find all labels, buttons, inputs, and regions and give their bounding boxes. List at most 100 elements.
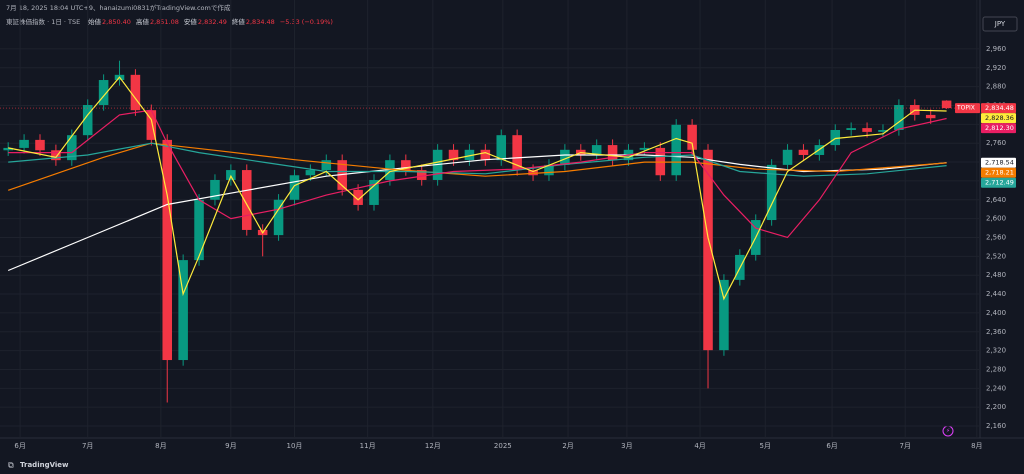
y-tick-label: 2,600 <box>986 215 1006 223</box>
symbol: 東証株価指数 · 1日 · TSE <box>6 17 80 26</box>
price-tag <box>981 157 1016 168</box>
candle-body <box>480 149 491 161</box>
candle-body <box>703 149 713 351</box>
currency: JPY <box>994 20 1006 28</box>
candle-body <box>719 279 729 351</box>
y-tick-label: 2,760 <box>986 139 1006 147</box>
y-tick-label: 2,160 <box>986 422 1006 430</box>
candle-body <box>178 260 188 361</box>
x-tick-label: 4月 <box>694 442 705 450</box>
y-tick-label: 2,920 <box>986 64 1006 72</box>
footer-logo: ⧉ <box>8 461 14 470</box>
ohlc-label: 安値 <box>184 17 198 26</box>
ohlc-label: 終値 <box>232 17 246 26</box>
ohlc-value: 2,832.49 <box>198 18 227 26</box>
x-tick-label: 8月 <box>155 442 166 450</box>
price-tag <box>981 123 1016 134</box>
y-tick-label: 2,320 <box>986 347 1006 355</box>
candle-body <box>241 170 252 230</box>
ohlc-legend: 始値 2,850.40 高値 2,851.08 安値 2,832.49 終値 2,834.48… <box>88 17 333 26</box>
candle-body <box>353 189 363 205</box>
candle-body <box>830 129 841 146</box>
moving-average-line <box>8 76 947 301</box>
candle-body <box>289 175 300 200</box>
candle-body <box>67 135 77 161</box>
price-tag <box>981 113 1016 124</box>
price-tag <box>981 177 1016 188</box>
candle-body <box>401 160 411 171</box>
candle-body <box>305 170 316 176</box>
candle-body <box>194 199 204 261</box>
candle-body <box>130 74 141 111</box>
price-tag <box>981 103 1016 114</box>
x-tick-label: 2月 <box>562 442 573 450</box>
currency-box[interactable] <box>982 16 1018 32</box>
caption: 7月 18, 2025 18:04 UTC+9、hanaizumi0831がTr… <box>6 3 231 12</box>
candle-body <box>528 170 538 176</box>
candle-body <box>591 145 602 155</box>
candle-body <box>878 129 888 132</box>
candle-body <box>894 105 904 130</box>
y-tick-label: 2,280 <box>986 365 1006 373</box>
candle-body <box>35 139 45 151</box>
y-tick-label: 2,960 <box>986 45 1006 53</box>
moving-average-line <box>8 109 947 239</box>
price-tag-label: 2,834.48 <box>985 104 1014 112</box>
candle-body <box>321 160 332 171</box>
footer-brand: TradingView <box>20 461 69 469</box>
candle-body <box>385 160 395 180</box>
price-tag-label: 2,718.21 <box>985 169 1014 177</box>
candle-body <box>19 139 29 148</box>
x-tick-label: 5月 <box>760 442 771 450</box>
candle-body <box>925 114 936 119</box>
candle-body <box>146 110 157 140</box>
ohlc-value: 2,834.48 <box>246 18 275 26</box>
x-tick-label: 12月 <box>425 442 441 450</box>
candle-body <box>862 128 872 132</box>
candle-body <box>448 149 459 161</box>
x-tick-label: 6月 <box>14 442 25 450</box>
y-tick-label: 2,360 <box>986 328 1006 336</box>
candle-body <box>369 179 379 205</box>
candle-body <box>798 149 809 155</box>
price-tag-label: 2,828.36 <box>985 114 1014 122</box>
candle-body <box>846 128 856 130</box>
ohlc-value: 2,850.40 <box>102 18 131 26</box>
candle-body <box>766 164 777 221</box>
change: −5.33 (−0.19%) <box>280 18 333 26</box>
y-tick-label: 2,640 <box>986 196 1006 204</box>
candle-body <box>496 135 507 161</box>
candle-body <box>687 124 697 150</box>
x-tick-label: 10月 <box>287 442 303 450</box>
x-tick-label: 8月 <box>971 442 982 450</box>
x-tick-label: 2025 <box>494 442 512 450</box>
y-tick-label: 2,400 <box>986 309 1006 317</box>
y-tick-label: 2,200 <box>986 403 1006 411</box>
candle-body <box>51 150 61 161</box>
ohlc-label: 高値 <box>136 17 150 26</box>
x-tick-label: 7月 <box>82 442 93 450</box>
price-tag-label: 2,718.54 <box>985 159 1014 167</box>
y-tick-label: 2,480 <box>986 271 1006 279</box>
ohlc-label: 始値 <box>88 17 102 26</box>
x-tick-label: 11月 <box>360 442 376 450</box>
symbol-tag-label: TOPIX <box>956 105 975 112</box>
price-tag-label: 2,812.30 <box>985 124 1014 132</box>
x-tick-label: 3月 <box>621 442 632 450</box>
alert-icon-glyph: ⚡ <box>946 428 950 435</box>
candle-body <box>416 170 427 180</box>
candle-body <box>210 179 220 200</box>
symbol-tag <box>955 103 980 114</box>
candle-body <box>3 147 13 151</box>
moving-average-line <box>8 142 947 177</box>
candle-body <box>671 124 681 176</box>
candle-body <box>560 149 570 165</box>
y-tick-label: 2,520 <box>986 252 1006 260</box>
candle-body <box>941 100 952 109</box>
candle-body <box>464 149 475 161</box>
candle-body <box>639 147 650 150</box>
footer-bar <box>0 455 1024 474</box>
price-tag-label: 2,712.49 <box>985 179 1014 187</box>
x-tick-label: 6月 <box>826 442 837 450</box>
